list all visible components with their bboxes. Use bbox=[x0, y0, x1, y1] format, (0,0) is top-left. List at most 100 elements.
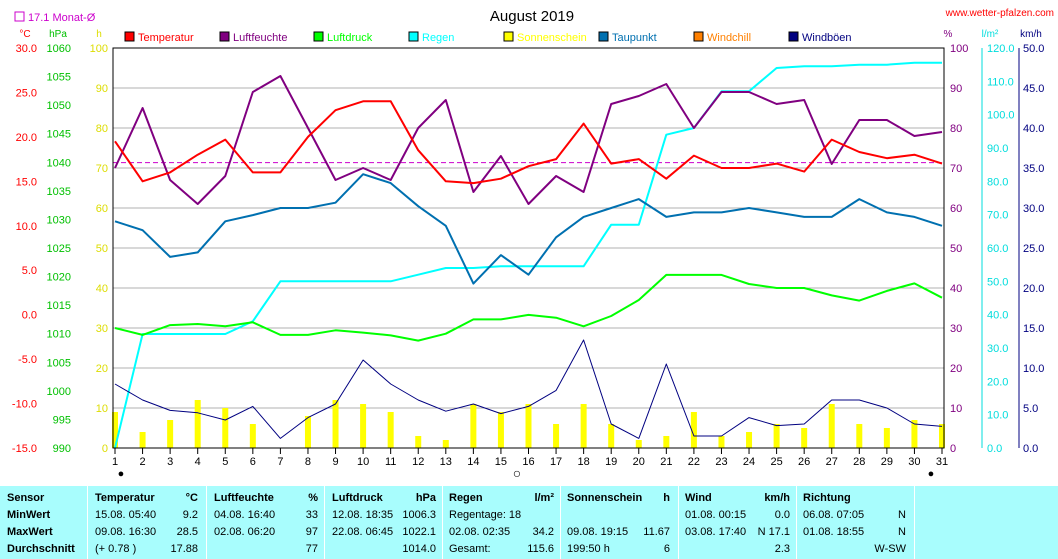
legend-swatch-temperatur bbox=[124, 31, 135, 42]
sunshine-bar bbox=[939, 424, 945, 448]
axis-tick-pressure: 1055 bbox=[47, 72, 71, 84]
axis-tick-humidity: 80 bbox=[950, 123, 962, 135]
x-tick-label: 29 bbox=[881, 456, 893, 468]
sunshine-bar bbox=[470, 404, 477, 448]
axis-tick-rain: 80.0 bbox=[987, 176, 1008, 188]
sunshine-bar bbox=[387, 412, 394, 448]
stats-sun-total-label: 199:50 h bbox=[567, 543, 610, 555]
legend-label-regen: Regen bbox=[422, 32, 454, 44]
stats-col-empty bbox=[914, 486, 1058, 559]
x-tick-label: 23 bbox=[715, 456, 727, 468]
axis-tick-wind: 10.0 bbox=[1023, 363, 1044, 375]
stats-sun-header: Sonnenschein bbox=[567, 492, 643, 504]
x-tick-label: 9 bbox=[332, 456, 338, 468]
legend-swatch-regen bbox=[408, 31, 419, 42]
sunshine-bar bbox=[304, 416, 311, 448]
axis-tick-wind: 45.0 bbox=[1023, 83, 1044, 95]
axis-tick-rain: 120.0 bbox=[987, 43, 1015, 55]
sunshine-bar bbox=[801, 428, 808, 448]
x-tick-label: 18 bbox=[578, 456, 590, 468]
series-line-luftfeuchte bbox=[114, 75, 943, 205]
stats-col-sensor: Sensor MinWert MaxWert Durchschnitt bbox=[0, 486, 86, 559]
axis-tick-wind: 5.0 bbox=[1023, 403, 1038, 415]
x-tick-label: 1 bbox=[112, 456, 118, 468]
website-label: www.wetter-pfalzen.com bbox=[945, 8, 1054, 19]
axis-tick-wind: 0.0 bbox=[1023, 443, 1038, 455]
axis-tick-wind: 40.0 bbox=[1023, 123, 1044, 135]
stats-col-wind: Wind km/h 01.08. 00:15 0.0 03.08. 17:40 N 1… bbox=[678, 486, 796, 559]
stats-hum-min-when: 04.08. 16:40 bbox=[214, 509, 276, 521]
axis-tick-temperature: -15.0 bbox=[12, 443, 37, 455]
axis-tick-sunshine: 20 bbox=[96, 363, 108, 375]
sunshine-bar bbox=[112, 412, 118, 448]
axis-tick-rain: 90.0 bbox=[987, 143, 1008, 155]
axis-tick-sunshine: 10 bbox=[96, 403, 108, 415]
axis-tick-pressure: 1040 bbox=[47, 157, 71, 169]
sunshine-bar bbox=[856, 424, 863, 448]
stats-rain-unit: l/m² bbox=[534, 492, 554, 504]
stats-temp-min-val: 9.2 bbox=[182, 509, 198, 521]
sunshine-bar bbox=[690, 412, 697, 448]
sunshine-bar bbox=[360, 404, 367, 448]
axis-tick-rain: 100.0 bbox=[987, 110, 1015, 122]
axis-tick-sunshine: 40 bbox=[96, 283, 108, 295]
x-tick-label: 14 bbox=[467, 456, 479, 468]
stats-temp-max-val: 28.5 bbox=[176, 526, 198, 538]
axis-tick-humidity: 60 bbox=[950, 203, 962, 215]
weather-chart: August 2019 www.wetter-pfalzen.com 17.1 … bbox=[11, 8, 1054, 481]
sunshine-bar bbox=[608, 424, 615, 448]
axis-tick-sunshine: 80 bbox=[96, 123, 108, 135]
x-tick-label: 5 bbox=[222, 456, 228, 468]
axis-tick-sunshine: 100 bbox=[90, 43, 108, 55]
axis-tick-pressure: 1050 bbox=[47, 100, 71, 112]
legend-swatch-luftdruck bbox=[313, 31, 324, 42]
legend-swatch-taupunkt bbox=[598, 31, 609, 42]
stats-dir-max-val: N bbox=[898, 526, 906, 538]
axis-tick-humidity: 40 bbox=[950, 283, 962, 295]
series-line-taupunkt bbox=[114, 173, 943, 285]
sunshine-bar bbox=[883, 428, 890, 448]
axis-tick-pressure: 1035 bbox=[47, 186, 71, 198]
stats-wind-avg-val: 2.3 bbox=[774, 543, 790, 555]
axis-tick-pressure: 1015 bbox=[47, 300, 71, 312]
axis-tick-humidity: 20 bbox=[950, 363, 962, 375]
axis-tick-pressure: 1025 bbox=[47, 243, 71, 255]
axis-tick-wind: 15.0 bbox=[1023, 323, 1044, 335]
axis-tick-temperature: -5.0 bbox=[18, 354, 37, 366]
axis-tick-pressure: 1005 bbox=[47, 357, 71, 369]
axis-tick-sunshine: 60 bbox=[96, 203, 108, 215]
sunshine-bar bbox=[139, 432, 146, 448]
stats-hum-avg-val: 77 bbox=[305, 543, 318, 555]
series-lines bbox=[114, 61, 943, 449]
legend-swatch-sonnenschein bbox=[503, 31, 514, 42]
axis-tick-pressure: 990 bbox=[53, 443, 71, 455]
stats-col-luftfeuchte: Luftfeuchte% 04.08. 16:40 33 02.08. 06:20… bbox=[206, 486, 324, 559]
x-tick-label: 28 bbox=[853, 456, 865, 468]
axis-tick-pressure: 1000 bbox=[47, 386, 71, 398]
axis-tick-temperature: 30.0 bbox=[16, 43, 37, 55]
stats-sun-max-when: 09.08. 19:15 bbox=[567, 526, 629, 538]
sunshine-bars bbox=[112, 400, 945, 448]
stats-temp-min-when: 15.08. 05:40 bbox=[95, 509, 157, 521]
stats-press-max-when: 22.08. 06:45 bbox=[332, 526, 394, 538]
series-line-regen bbox=[114, 61, 942, 449]
stats-sensor-header: Sensor bbox=[7, 492, 45, 504]
x-tick-label: 17 bbox=[550, 456, 562, 468]
stats-sun-max-val: 11.67 bbox=[643, 526, 670, 538]
sunshine-bar bbox=[525, 404, 532, 448]
stats-press-min-when: 12.08. 18:35 bbox=[332, 509, 394, 521]
sunshine-bar bbox=[332, 400, 339, 448]
stats-sun-avg-val: 6 bbox=[663, 543, 670, 555]
axis-tick-humidity: 30 bbox=[950, 323, 962, 335]
stats-temp-header: Temperatur bbox=[95, 492, 155, 504]
stats-dir-avg-val: W-SW bbox=[874, 543, 906, 555]
axis-tick-wind: 25.0 bbox=[1023, 243, 1044, 255]
axis-tick-temperature: 20.0 bbox=[16, 132, 37, 144]
x-tick-label: 13 bbox=[440, 456, 452, 468]
stats-press-avg-val: 1014.0 bbox=[402, 543, 436, 555]
axis-tick-humidity: 50 bbox=[950, 243, 962, 255]
stats-hum-min-val: 33 bbox=[305, 509, 318, 521]
axis-tick-wind: 35.0 bbox=[1023, 163, 1044, 175]
unit-humidity: % bbox=[944, 29, 953, 40]
stats-hum-header: Luftfeuchte bbox=[214, 492, 274, 504]
